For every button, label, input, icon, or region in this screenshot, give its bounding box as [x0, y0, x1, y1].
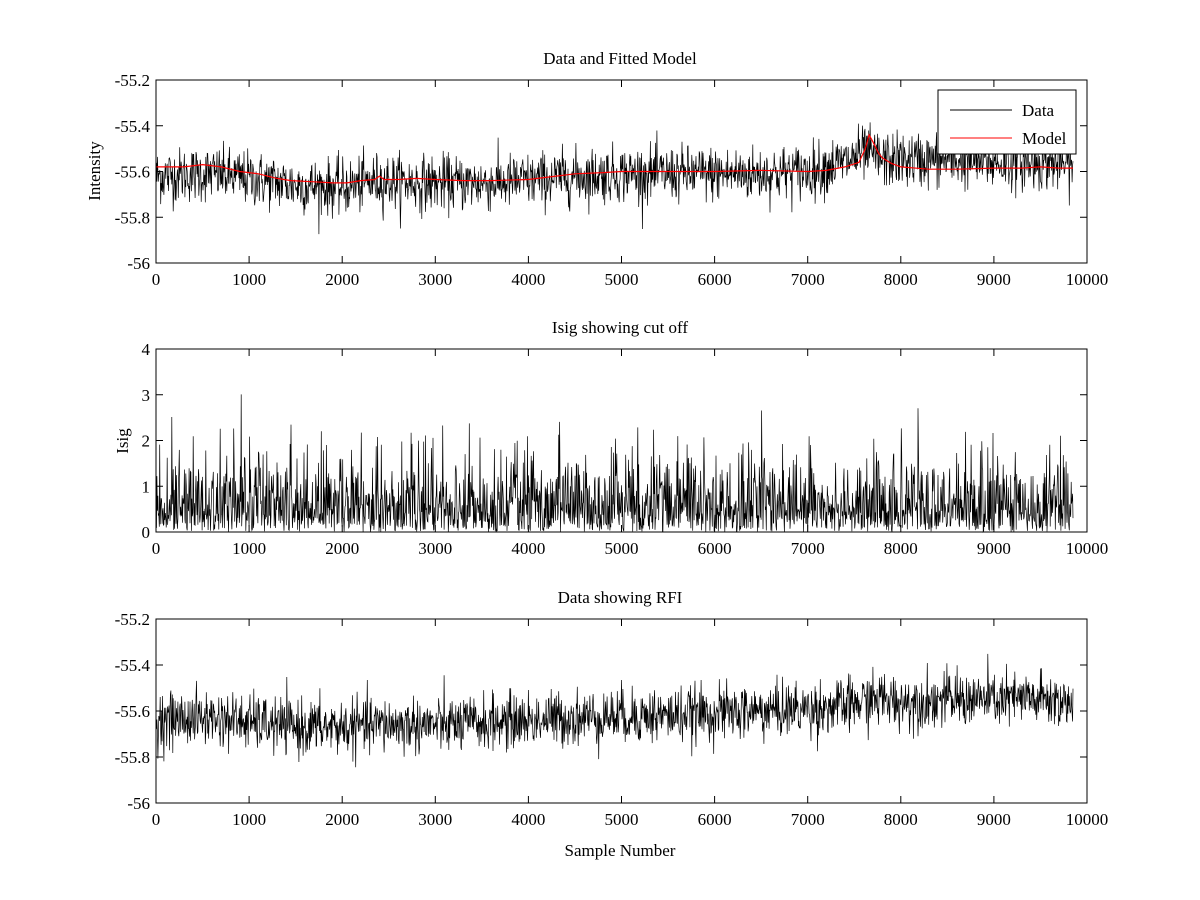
x-tick-label: 10000: [1066, 270, 1109, 289]
y-tick-label: -55.2: [115, 71, 150, 90]
x-tick-label: 10000: [1066, 810, 1109, 829]
series-isig-line: [155, 394, 1074, 534]
plot-area: 0 1000 2000 3000 4000 5000 6000 7000 8000 9000 100…: [115, 71, 1109, 289]
panel-isig: Isig showing cut off Isig 0 1000 2000 3000 4…: [113, 318, 1108, 558]
legend-label-model: Model: [1022, 129, 1067, 148]
panel-title: Data showing RFI: [558, 588, 683, 607]
x-tick-label: 7000: [791, 810, 825, 829]
panel-data-and-model: Data and Fitted Model Intensity 0 1000 200…: [85, 49, 1108, 289]
y-tick-label: 2: [142, 432, 151, 451]
panel-data-rfi: Data showing RFI 0 1000 2000 3000 4000 5000 60…: [115, 588, 1109, 860]
x-tick-label: 5000: [605, 539, 639, 558]
x-tick-label: 0: [152, 270, 161, 289]
legend: Data Model: [937, 89, 1077, 155]
x-tick-label: 5000: [605, 270, 639, 289]
y-tick-label: -55.4: [115, 656, 151, 675]
x-tick-label: 8000: [884, 810, 918, 829]
legend-box: [937, 89, 1077, 155]
plot-area: 0 1000 2000 3000 4000 5000 6000 7000 8000 9000 100…: [115, 610, 1109, 829]
x-tick-label: 7000: [791, 270, 825, 289]
x-tick-label: 3000: [418, 539, 452, 558]
y-tick-label: 0: [142, 523, 151, 542]
x-tick-label: 1000: [232, 539, 266, 558]
x-tick-label: 8000: [884, 270, 918, 289]
x-tick-label: 4000: [511, 270, 545, 289]
x-tick-label: 4000: [511, 539, 545, 558]
y-tick-label: 3: [142, 386, 151, 405]
series-data-line: [155, 653, 1074, 768]
x-tick-label: 1000: [232, 270, 266, 289]
x-tick-label: 5000: [605, 810, 639, 829]
y-tick-label: 1: [142, 477, 151, 496]
x-tick-label: 2000: [325, 810, 359, 829]
y-tick-label: -55.2: [115, 610, 150, 629]
x-tick-label: 4000: [511, 810, 545, 829]
panel-title: Data and Fitted Model: [543, 49, 697, 68]
x-tick-label: 7000: [791, 539, 825, 558]
x-tick-label: 10000: [1066, 539, 1109, 558]
y-tick-label: -55.6: [115, 163, 150, 182]
series-model-line: [156, 133, 1073, 184]
y-tick-label: 4: [142, 340, 151, 359]
legend-label-data: Data: [1022, 101, 1055, 120]
y-tick-label: -56: [127, 254, 150, 273]
y-tick-label: -55.8: [115, 208, 150, 227]
x-tick-label: 9000: [977, 539, 1011, 558]
x-tick-label: 1000: [232, 810, 266, 829]
x-tick-label: 2000: [325, 539, 359, 558]
x-tick-label: 6000: [698, 539, 732, 558]
x-tick-label: 9000: [977, 810, 1011, 829]
y-axis-label: Isig: [113, 428, 132, 454]
x-tick-label: 0: [152, 539, 161, 558]
x-tick-label: 3000: [418, 810, 452, 829]
x-tick-label: 6000: [698, 270, 732, 289]
panel-title: Isig showing cut off: [552, 318, 688, 337]
x-tick-label: 3000: [418, 270, 452, 289]
x-tick-label: 6000: [698, 810, 732, 829]
x-tick-label: 9000: [977, 270, 1011, 289]
y-tick-label: -55.4: [115, 117, 151, 136]
plot-area: 0 1000 2000 3000 4000 5000 6000 7000 8000 9000 100…: [142, 340, 1109, 558]
x-axis-label: Sample Number: [565, 841, 676, 860]
y-tick-label: -55.6: [115, 702, 150, 721]
x-tick-label: 0: [152, 810, 161, 829]
y-tick-label: -55.8: [115, 748, 150, 767]
x-tick-label: 8000: [884, 539, 918, 558]
y-axis-label: Intensity: [85, 141, 104, 201]
y-tick-label: -56: [127, 794, 150, 813]
x-tick-label: 2000: [325, 270, 359, 289]
